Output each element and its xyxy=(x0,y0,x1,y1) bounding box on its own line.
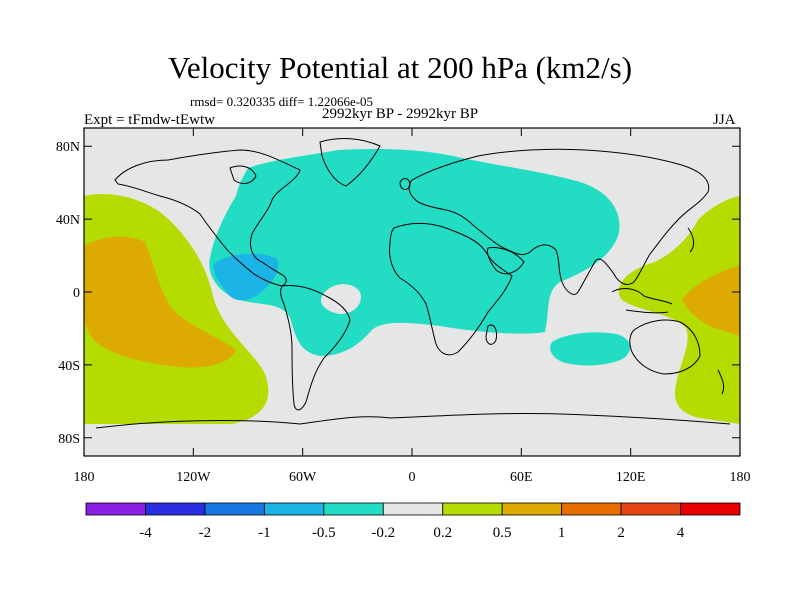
coastline-greenland xyxy=(319,138,381,187)
coastline-africa xyxy=(389,223,513,356)
colorbar-label-5: 0.2 xyxy=(433,525,452,541)
colorbar-label-6: 0.5 xyxy=(493,525,512,541)
colorbar-label-7: 1 xyxy=(558,525,566,541)
plot-title: Velocity Potential at 200 hPa (km2/s) xyxy=(167,50,633,85)
coastline-australia xyxy=(629,319,701,375)
coastline-madagascar xyxy=(485,324,497,345)
lon-tick-label-5: 120E xyxy=(616,470,646,485)
colorbar: -4 -2 -1 -0.5 -0.2 0.2 0.5 1 2 4 xyxy=(85,502,741,541)
coastline-hudson-bay xyxy=(229,165,257,184)
colorbar-box-5 xyxy=(382,502,444,516)
colorbar-label-3: -0.5 xyxy=(312,525,336,541)
longitude-ticks: 180 120W 60W 0 60E 120E 180 xyxy=(74,128,751,485)
colorbar-label-9: 4 xyxy=(677,525,685,541)
coastline-north-america xyxy=(114,149,301,287)
colorbar-box-9 xyxy=(620,502,681,516)
positive-region-west-pacific xyxy=(618,196,740,424)
season-label: JJA xyxy=(713,112,736,128)
strong-positive-region-west-pacific xyxy=(682,266,740,336)
coastline-maritime-continent xyxy=(611,288,673,314)
colorbar-label-0: -4 xyxy=(139,525,152,541)
lat-tick-label-2: 0 xyxy=(73,286,80,301)
lon-tick-label-1: 120W xyxy=(176,470,211,485)
colorbar-box-7 xyxy=(501,502,563,516)
map-panel xyxy=(84,128,740,456)
latitude-ticks: 80N 40N 0 40S 80S xyxy=(56,140,740,447)
negative-region-indian-ocean xyxy=(550,332,631,366)
lat-tick-label-4: 80S xyxy=(58,432,80,447)
colorbar-box-8 xyxy=(561,502,622,516)
lon-tick-label-4: 60E xyxy=(510,470,533,485)
colorbar-box-10 xyxy=(680,502,741,516)
coastline-uk xyxy=(399,178,411,190)
lat-tick-label-1: 40N xyxy=(56,213,80,228)
lon-tick-label-2: 60W xyxy=(289,470,317,485)
coastlines xyxy=(95,138,731,429)
colorbar-label-8: 2 xyxy=(617,525,625,541)
strong-positive-region-east-pacific xyxy=(84,236,236,368)
coastline-new-zealand xyxy=(717,369,725,395)
experiment-label: Expt = tFmdw-tEwtw xyxy=(84,112,215,128)
coastline-antarctica xyxy=(95,412,731,429)
neutral-hole-atlantic xyxy=(320,284,361,314)
stats-line: rmsd= 0.320335 diff= 1.22066e-05 xyxy=(190,94,374,109)
lon-tick-label-3: 0 xyxy=(409,470,416,485)
lon-tick-label-6: 180 xyxy=(730,470,751,485)
lat-tick-label-0: 80N xyxy=(56,140,80,155)
colorbar-label-1: -2 xyxy=(199,525,212,541)
colorbar-box-2 xyxy=(204,502,265,516)
colorbar-box-6 xyxy=(442,502,503,516)
colorbar-box-4 xyxy=(323,502,384,516)
coastline-japan xyxy=(687,227,695,253)
colorbar-box-3 xyxy=(263,502,325,516)
lat-tick-label-3: 40S xyxy=(58,359,80,374)
colorbar-label-4: -0.2 xyxy=(371,525,395,541)
colorbar-label-2: -1 xyxy=(258,525,271,541)
lon-tick-label-0: 180 xyxy=(74,470,95,485)
coastline-eurasia xyxy=(408,148,710,295)
colorbar-box-1 xyxy=(145,502,206,516)
strong-negative-region-central-america xyxy=(213,253,279,301)
period-label: 2992kyr BP - 2992kyr BP xyxy=(322,106,479,122)
negative-region-main xyxy=(209,148,620,356)
coastline-south-america xyxy=(280,285,351,411)
coastline-arabia xyxy=(487,247,525,275)
colorbar-box-0 xyxy=(85,502,146,516)
